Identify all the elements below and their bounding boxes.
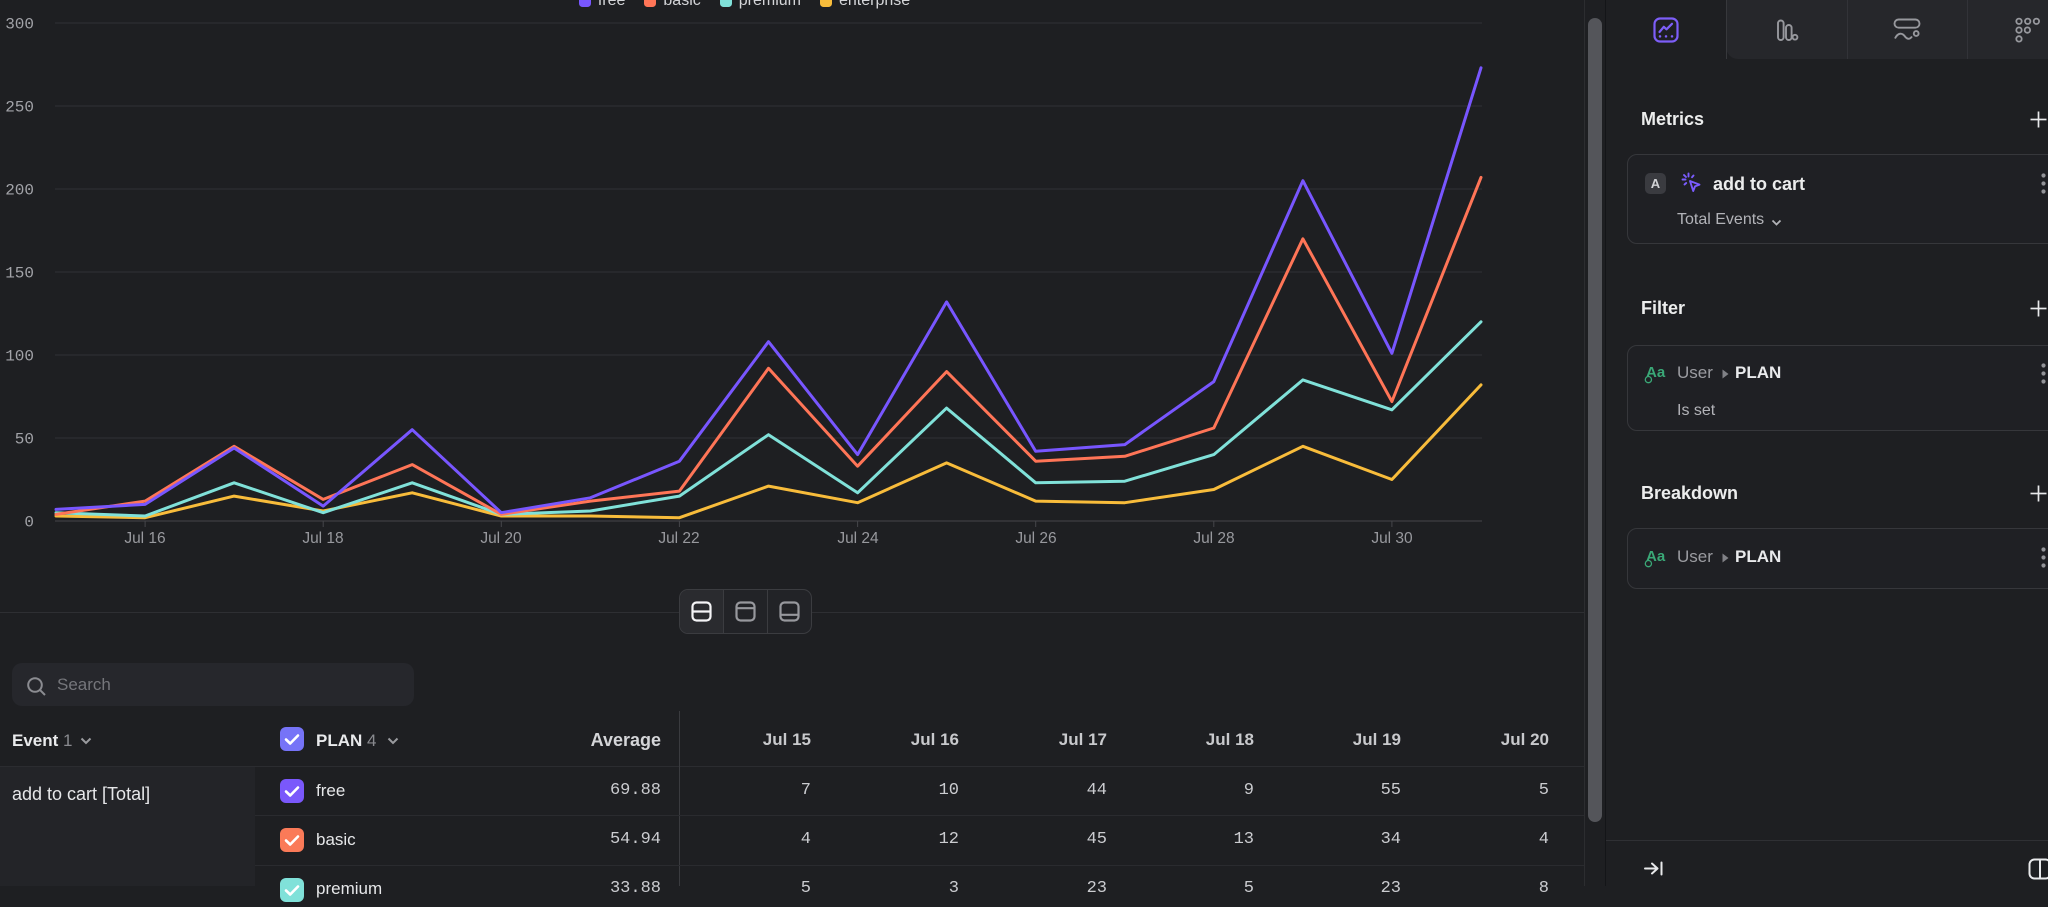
svg-text:150: 150: [5, 265, 34, 283]
svg-text:Jul 20: Jul 20: [480, 530, 522, 547]
svg-text:Jul 30: Jul 30: [1371, 530, 1413, 547]
svg-text:200: 200: [5, 182, 34, 200]
svg-text:Jul 24: Jul 24: [837, 530, 879, 547]
svg-text:250: 250: [5, 99, 34, 117]
svg-text:Jul 22: Jul 22: [658, 530, 699, 547]
svg-text:Aa: Aa: [1646, 364, 1666, 381]
svg-text:Aa: Aa: [1646, 548, 1666, 565]
svg-text:Jul 16: Jul 16: [124, 530, 165, 547]
svg-text:100: 100: [5, 348, 34, 366]
svg-text:Jul 28: Jul 28: [1193, 530, 1234, 547]
svg-text:50: 50: [15, 431, 34, 449]
svg-text:Jul 26: Jul 26: [1015, 530, 1056, 547]
svg-text:0: 0: [24, 514, 34, 532]
svg-text:300: 300: [5, 16, 34, 34]
svg-text:Jul 18: Jul 18: [302, 530, 343, 547]
